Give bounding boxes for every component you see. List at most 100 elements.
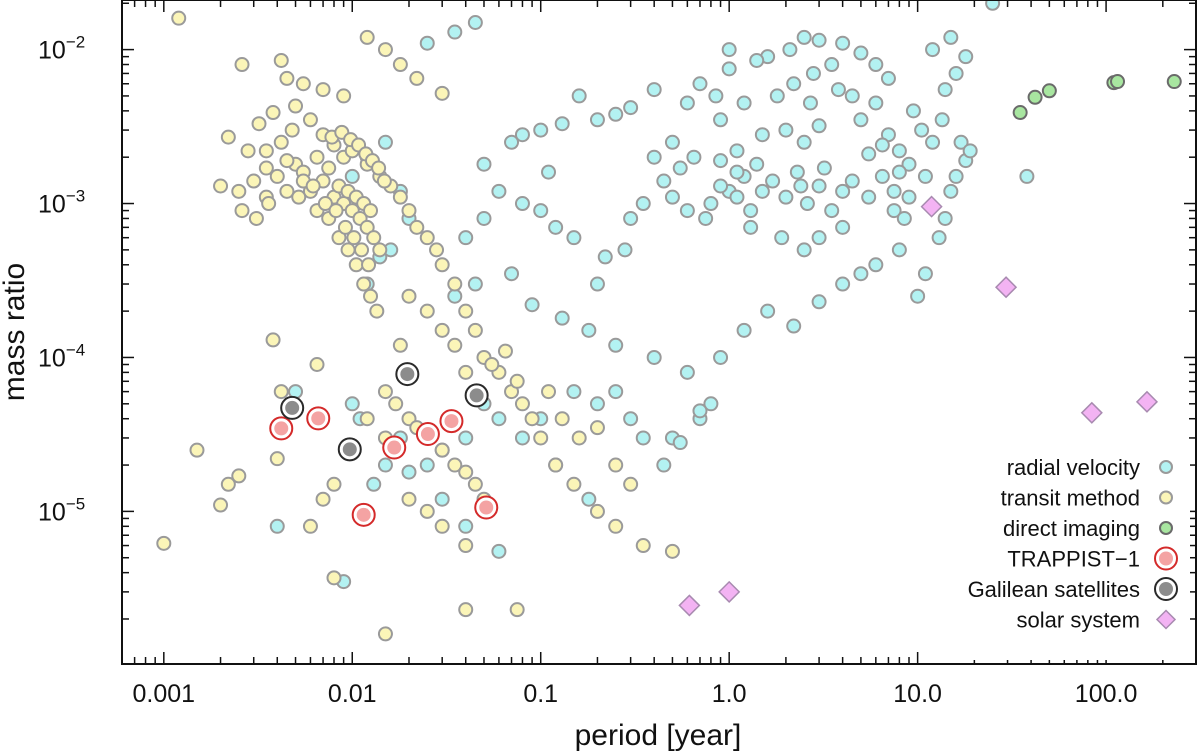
point-transit-method [664,543,680,559]
point-radial-velocity [811,230,827,246]
point-radial-velocity [811,178,827,194]
point-transit-method [392,337,408,353]
legend-item-transit-method: transit method [1001,486,1173,511]
point-transit-method [265,332,281,348]
point-radial-velocity [366,476,382,492]
point-radial-velocity [554,116,570,132]
point-transit-method [447,457,463,473]
legend-marker-direct-imaging [1159,521,1173,535]
point-solar-system [920,195,943,218]
point-radial-velocity [686,149,702,165]
point-radial-velocity [789,164,805,180]
point-solar-system [994,276,1018,299]
data-markers [156,0,1182,642]
point-radial-velocity [703,396,719,412]
point-transit-method [279,153,295,169]
point-radial-velocity [830,82,846,98]
point-galilean-satellites [280,395,305,420]
point-radial-velocity [514,127,530,143]
point-transit-method [302,112,318,128]
point-transit-method [213,497,229,513]
point-radial-velocity [811,32,827,48]
point-radial-velocity [656,173,672,189]
point-radial-velocity [805,65,821,81]
point-radial-velocity [782,42,798,58]
point-trappist-1 [439,409,464,434]
point-radial-velocity [778,189,794,205]
series-trappist-1 [269,406,499,527]
point-radial-velocity [749,52,765,68]
point-transit-method [359,29,375,45]
x-tick-label: 0.1 [523,680,558,708]
point-radial-velocity [844,88,860,104]
point-transit-method [429,242,445,258]
point-radial-velocity [608,106,624,122]
point-radial-velocity [749,156,765,172]
point-transit-method [315,491,331,507]
point-radial-velocity [901,189,917,205]
point-transit-method [305,178,321,194]
point-transit-method [269,451,285,467]
point-transit-method [566,476,582,492]
point-radial-velocity [713,178,729,194]
point-radial-velocity [891,143,907,159]
point-transit-method [213,178,229,194]
point-transit-method [419,303,435,319]
point-transit-method [401,491,417,507]
point-transit-method [548,457,564,473]
point-radial-velocity [901,156,917,172]
x-tick-label: 100.0 [1075,680,1138,708]
y-tick-label: 10−5 [38,494,85,526]
point-transit-method [524,411,540,427]
legend-label: Galilean satellites [968,577,1140,602]
point-radial-velocity [896,210,912,226]
point-transit-method [589,420,605,436]
point-transit-method [514,396,530,412]
point-transit-method [376,173,392,189]
point-radial-velocity [467,14,483,30]
point-transit-method [234,57,250,73]
point-transit-method [331,230,347,246]
legend-item-solar-system: solar system [1017,608,1177,633]
point-transit-method [392,57,408,73]
point-radial-velocity [886,203,902,219]
point-transit-method [401,203,417,219]
point-radial-velocity [802,95,818,111]
point-radial-velocity [458,430,474,446]
point-radial-velocity [811,118,827,134]
point-radial-velocity [491,543,507,559]
point-transit-method [363,203,379,219]
point-transit-method [356,276,372,292]
point-transit-method [458,602,474,618]
point-transit-method [484,357,500,373]
legend-marker-radial-velocity [1159,460,1173,474]
legend-item-direct-imaging: direct imaging [1003,516,1173,541]
point-transit-method [326,570,342,586]
y-tick-label: 10−4 [38,340,85,372]
point-radial-velocity [796,242,812,258]
point-radial-velocity [824,57,840,73]
point-radial-velocity [491,411,507,427]
point-transit-method [265,105,281,121]
point-radial-velocity [623,210,639,226]
point-transit-method [458,364,474,380]
point-transit-method [434,442,450,458]
point-transit-method [315,82,331,98]
point-radial-velocity [917,266,933,282]
point-radial-velocity [796,29,812,45]
point-transit-method [509,602,525,618]
legend-marker-trappist-1 [1154,546,1178,571]
point-radial-velocity [514,196,530,212]
point-radial-velocity [656,457,672,473]
point-transit-method [220,476,236,492]
point-radial-velocity [760,303,776,319]
point-transit-method [419,230,435,246]
point-transit-method [258,160,274,176]
point-radial-velocity [786,318,802,334]
point-radial-velocity [835,276,851,292]
point-radial-velocity [729,164,745,180]
point-radial-velocity [692,76,708,92]
point-transit-method [171,10,187,26]
point-transit-method [354,242,370,258]
point-radial-velocity [853,112,869,128]
